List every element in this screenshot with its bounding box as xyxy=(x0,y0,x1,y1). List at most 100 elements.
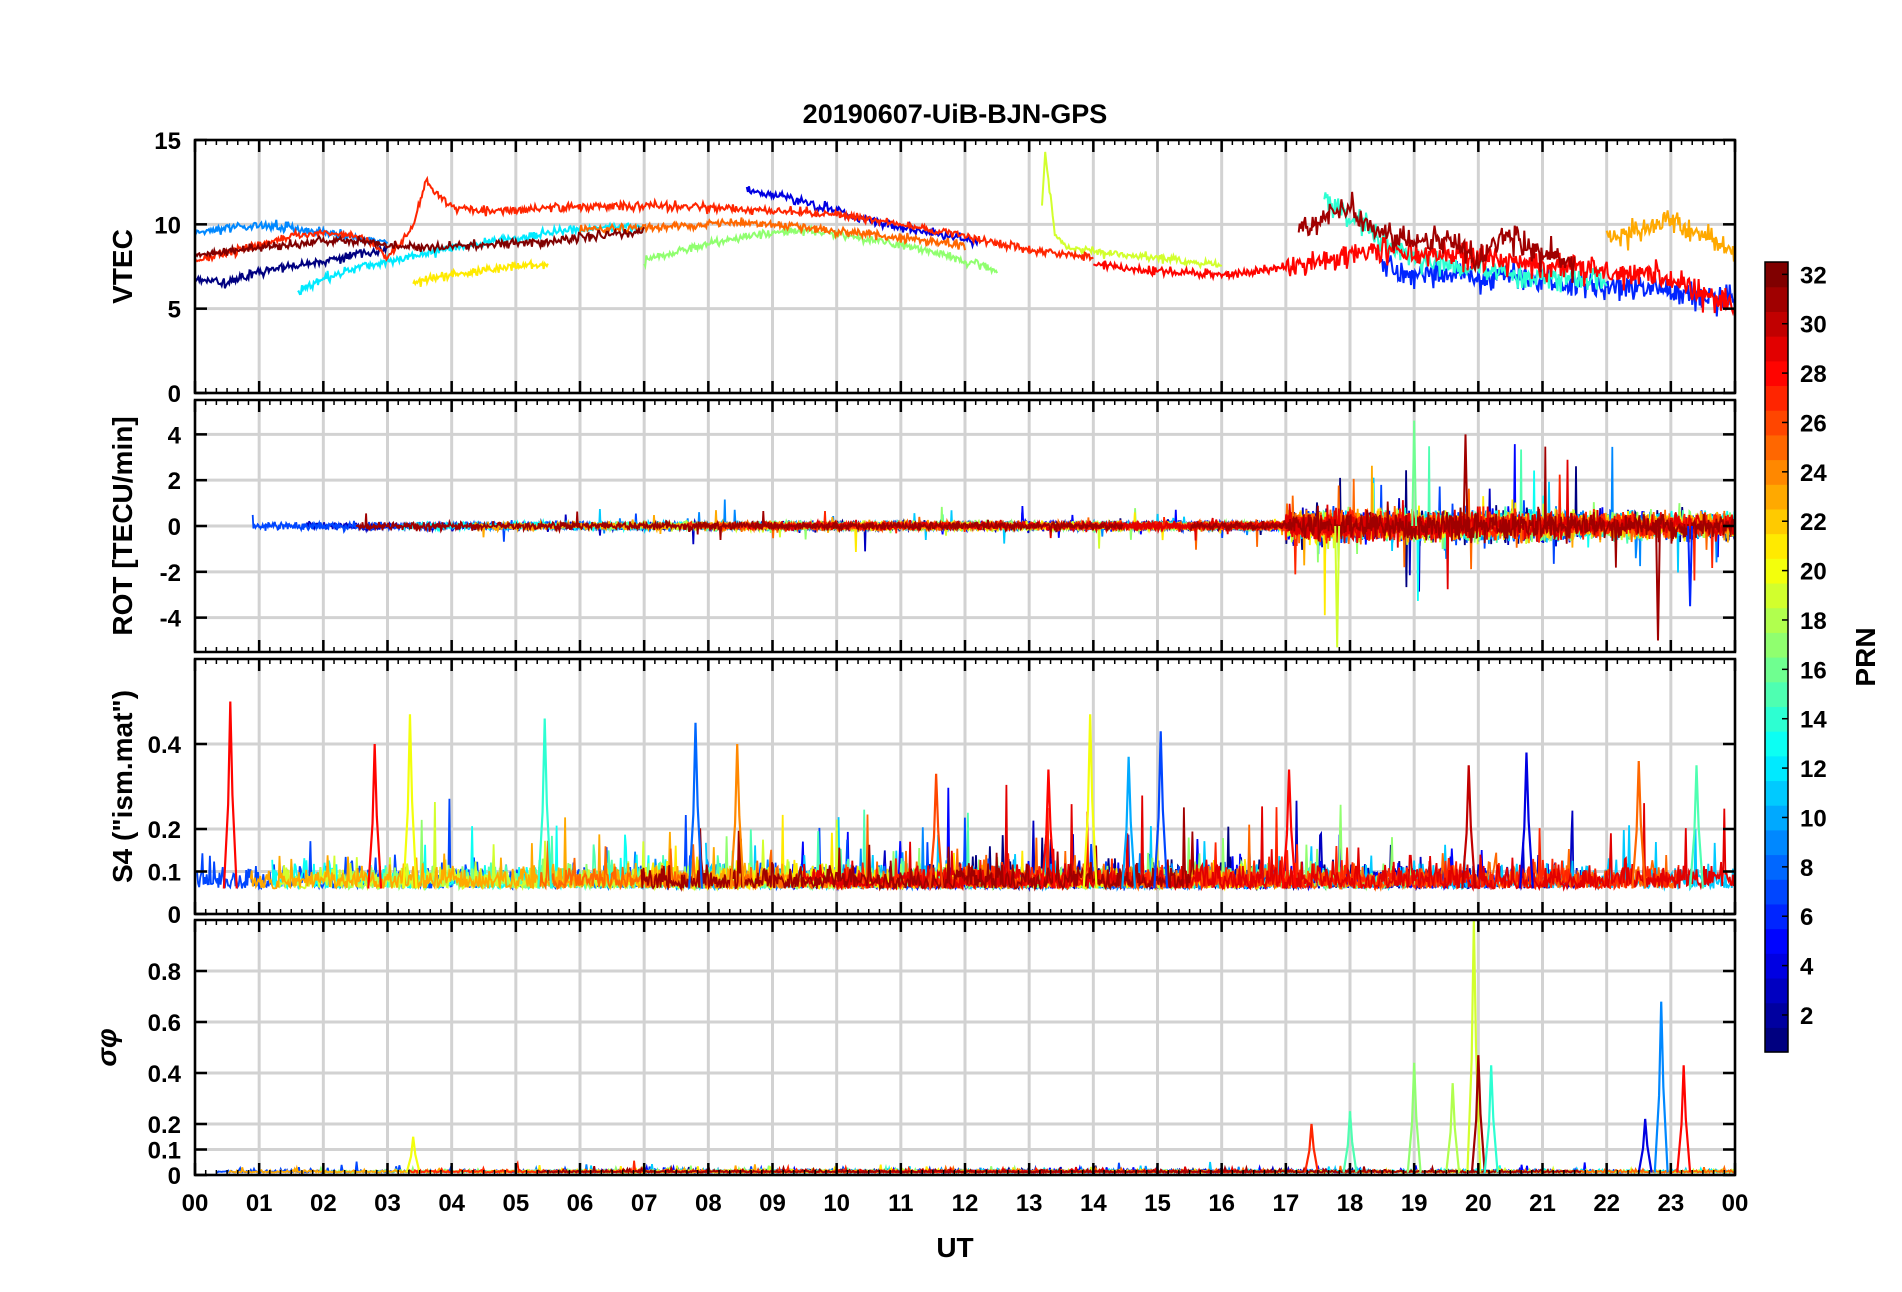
y-tick-label: 0.1 xyxy=(148,860,181,887)
y-tick-label: 0 xyxy=(168,902,181,929)
colorbar-swatch xyxy=(1765,977,1788,1004)
colorbar-swatch xyxy=(1765,434,1788,461)
sigma_phi-peak xyxy=(1483,1065,1499,1173)
rot-prn-31 xyxy=(1190,446,1735,568)
colorbar-swatch xyxy=(1765,1027,1788,1053)
colorbar-tick-label: 6 xyxy=(1800,904,1813,931)
vtec-prn-23 xyxy=(1605,210,1735,262)
panel-rot: -4 -2 0 2 4 ROT [TECU/min] xyxy=(107,398,1737,654)
rot-prn-31 xyxy=(355,510,1124,540)
colorbar-tick-label: 12 xyxy=(1800,756,1827,783)
x-tick-label: 10 xyxy=(823,1190,850,1217)
colorbar-swatch xyxy=(1765,508,1788,535)
colorbar-swatch xyxy=(1765,582,1788,609)
colorbar-tick-label: 26 xyxy=(1800,410,1827,437)
s4-peak xyxy=(1153,731,1169,889)
y-tick-label: 0.4 xyxy=(148,1061,182,1088)
y-tick-label: -4 xyxy=(160,606,182,633)
sigma_phi-peak xyxy=(1406,1062,1422,1173)
panel-sigma_phi: 00.10.2 0.4 0.6 0.8 00 01 02 03 04 05 06 07 08 09 10 11… xyxy=(91,918,1749,1217)
x-tick-label: 03 xyxy=(374,1190,401,1217)
colorbar-tick-label: 4 xyxy=(1800,954,1814,981)
y-tick-label: 0 xyxy=(168,514,181,541)
y-axis-label: S4 ("ism.mat") xyxy=(107,690,138,883)
colorbar-tick-label: 30 xyxy=(1800,312,1827,339)
vtec-prn-32 xyxy=(195,225,646,259)
colorbar-tick-label: 22 xyxy=(1800,509,1827,536)
s4-peak xyxy=(1688,765,1705,889)
data-layer xyxy=(251,420,1735,648)
colorbar-swatch xyxy=(1765,262,1788,288)
s4-peak xyxy=(1461,765,1477,889)
colorbar-swatch xyxy=(1765,360,1788,387)
y-tick-label: 0.8 xyxy=(148,959,181,986)
s4-peak xyxy=(1631,760,1647,889)
y-tick-label: 0 xyxy=(168,1163,181,1190)
s4-prn-31 xyxy=(640,807,1195,892)
x-tick-label: 11 xyxy=(888,1190,913,1217)
colorbar-swatch xyxy=(1765,336,1788,362)
x-tick-label: 20 xyxy=(1465,1190,1492,1217)
s4-peak xyxy=(1518,752,1534,889)
vtec-prn-21 xyxy=(412,258,549,287)
x-tick-label: 07 xyxy=(631,1190,658,1217)
panel-vtec: 0 5 10 15 VTEC xyxy=(107,128,1737,408)
x-tick-label: 16 xyxy=(1208,1190,1235,1217)
x-tick-label: 00 xyxy=(1722,1190,1749,1217)
rot-spike xyxy=(1655,525,1661,641)
x-axis-label: UT xyxy=(936,1232,973,1263)
colorbar-swatch xyxy=(1765,607,1788,633)
rot-prn-21 xyxy=(814,512,1277,553)
sigma_phi-peak xyxy=(1470,1055,1486,1173)
colorbar-swatch xyxy=(1765,903,1788,930)
colorbar-tick-label: 10 xyxy=(1800,805,1827,832)
y-tick-label: 0.4 xyxy=(148,732,182,759)
vtec-prn-17 xyxy=(643,223,999,276)
colorbar-tick-label: 28 xyxy=(1800,361,1827,388)
vtec-prn-31 xyxy=(1297,191,1576,283)
colorbar-tick-label: 32 xyxy=(1800,262,1827,289)
sigma_phi-peak xyxy=(405,1136,421,1173)
colorbar-swatch xyxy=(1765,311,1788,337)
colorbar-swatch xyxy=(1765,854,1788,880)
vtec-prn-19 xyxy=(1041,151,1223,270)
colorbar-swatch xyxy=(1765,657,1788,683)
colorbar-swatch xyxy=(1765,484,1788,510)
ticks: 0 0.1 0.2 0.4 xyxy=(148,659,1737,929)
y-tick-label: 0.2 xyxy=(148,817,181,844)
sigma_phi-peak xyxy=(1342,1111,1358,1173)
x-tick-label: 02 xyxy=(310,1190,337,1217)
data-layer xyxy=(195,151,1735,317)
colorbar-swatch xyxy=(1765,558,1788,584)
y-tick-label: 0.6 xyxy=(148,1010,181,1037)
s4-peak xyxy=(687,722,704,889)
colorbar-label: PRN xyxy=(1850,627,1881,686)
y-tick-label: 2 xyxy=(168,468,181,495)
y-axis-label: ROT [TECU/min] xyxy=(107,416,138,635)
colorbar-tick-label: 16 xyxy=(1800,657,1827,684)
y-tick-label: 0.1 xyxy=(148,1138,181,1165)
colorbar-tick-label: 14 xyxy=(1800,707,1827,734)
x-tick-label: 13 xyxy=(1016,1190,1043,1217)
sigma_phi-peak xyxy=(1676,1065,1692,1173)
colorbar-swatch xyxy=(1765,879,1788,905)
chart-title: 20190607-UiB-BJN-GPS xyxy=(803,99,1108,129)
s4-peak xyxy=(537,718,553,889)
colorbar-tick-label: 8 xyxy=(1800,855,1813,882)
ticks: 00.10.2 0.4 0.6 0.8 00 01 02 03 04 05 06 07 08 09 10 11… xyxy=(148,920,1749,1217)
x-tick-label: 21 xyxy=(1529,1190,1556,1217)
rot-prn-3 xyxy=(305,514,1062,552)
y-tick-label: 0.2 xyxy=(148,1112,181,1139)
ticks: -4 -2 0 2 4 xyxy=(160,400,1737,652)
colorbar-frame xyxy=(1764,261,1789,1053)
colorbar-swatch xyxy=(1765,780,1788,806)
vtec-prn-1 xyxy=(195,243,389,289)
x-tick-label: 08 xyxy=(695,1190,722,1217)
y-tick-label: 5 xyxy=(168,297,181,324)
y-tick-label: 10 xyxy=(154,212,181,239)
x-tick-label: 18 xyxy=(1337,1190,1364,1217)
s4-peak xyxy=(1121,756,1137,889)
rot-spike xyxy=(1334,525,1341,648)
s4-peak xyxy=(367,743,383,889)
colorbar-tick-label: 18 xyxy=(1800,608,1827,635)
